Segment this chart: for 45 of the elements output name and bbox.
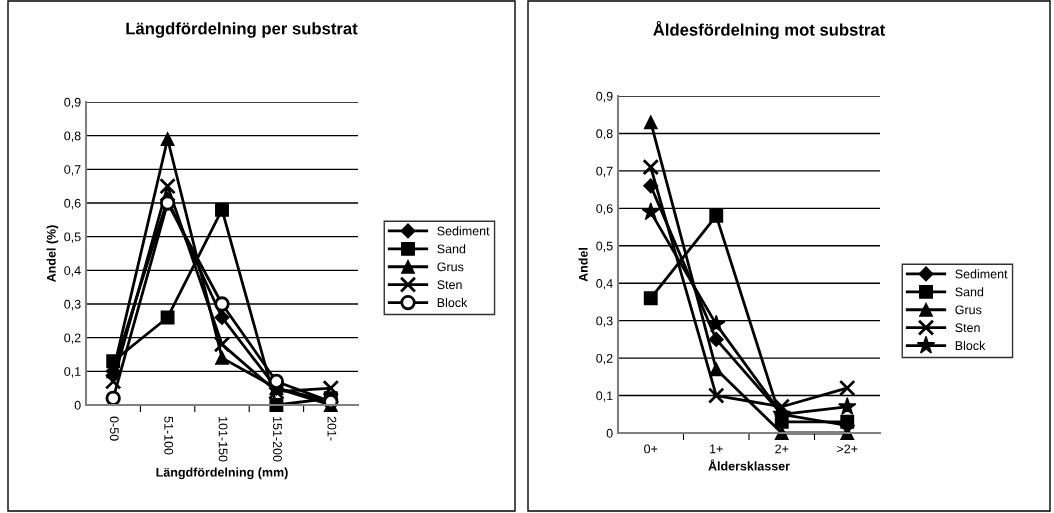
legend-label: Block bbox=[955, 340, 986, 351]
y-tick-label: 0,8 bbox=[596, 129, 613, 140]
y-tick-label: 0,6 bbox=[64, 198, 81, 210]
y-tick-label: 0,2 bbox=[596, 353, 613, 365]
y-tick-label: 0,6 bbox=[596, 204, 613, 215]
x-tick-label: 0-50 bbox=[109, 416, 119, 441]
y-axis-title: Andel bbox=[578, 248, 588, 282]
x-axis-title: Åldersklasser bbox=[708, 459, 790, 471]
chart-title: Åldesfördelning mot substrat bbox=[653, 20, 886, 40]
x-tick-label: 101-150 bbox=[218, 417, 228, 462]
y-tick-label: 0,5 bbox=[64, 232, 81, 243]
x-tick-label: >2+ bbox=[837, 444, 858, 454]
x-tick-label: 0+ bbox=[644, 444, 658, 454]
legend-label: Sediment bbox=[955, 269, 1008, 279]
y-tick-label: 0,1 bbox=[64, 367, 81, 378]
chart-title: Längdfördelning per substrat bbox=[126, 22, 358, 38]
y-tick-label: 0,7 bbox=[64, 165, 81, 176]
y-tick-label: 0 bbox=[74, 400, 81, 410]
y-tick-label: 0,9 bbox=[64, 97, 81, 109]
y-tick-label: 0,9 bbox=[596, 91, 613, 103]
y-tick-label: 0,8 bbox=[64, 131, 81, 142]
legend-label: Sten bbox=[437, 280, 462, 290]
y-tick-label: 0,7 bbox=[596, 166, 613, 178]
y-tick-label: 0,4 bbox=[596, 279, 613, 290]
x-tick-label: 2+ bbox=[775, 444, 789, 454]
y-tick-label: 0,3 bbox=[596, 316, 613, 327]
legend-label: Sten bbox=[955, 323, 980, 333]
legend-label: Block bbox=[437, 297, 468, 308]
legend-label: Grus bbox=[437, 262, 464, 272]
x-tick-label: 1+ bbox=[710, 444, 723, 454]
x-tick-label: 151-200 bbox=[273, 417, 282, 462]
x-tick-label: 201- bbox=[327, 416, 337, 441]
y-tick-label: 0,3 bbox=[64, 299, 81, 311]
y-axis-title: Andel (%) bbox=[46, 225, 59, 283]
x-axis-title: Längdfördelning (mm) bbox=[156, 467, 288, 480]
y-tick-label: 0 bbox=[606, 428, 613, 438]
y-tick-label: 0,2 bbox=[64, 333, 81, 344]
y-tick-label: 0,5 bbox=[596, 241, 613, 252]
legend-label: Sand bbox=[437, 244, 466, 254]
y-tick-label: 0,4 bbox=[64, 266, 81, 277]
y-tick-label: 0,1 bbox=[596, 391, 613, 402]
legend-label: Sediment bbox=[437, 226, 490, 236]
legend-label: Grus bbox=[955, 305, 982, 315]
x-tick-label: 51-100 bbox=[164, 416, 174, 455]
legend-label: Sand bbox=[955, 287, 984, 297]
